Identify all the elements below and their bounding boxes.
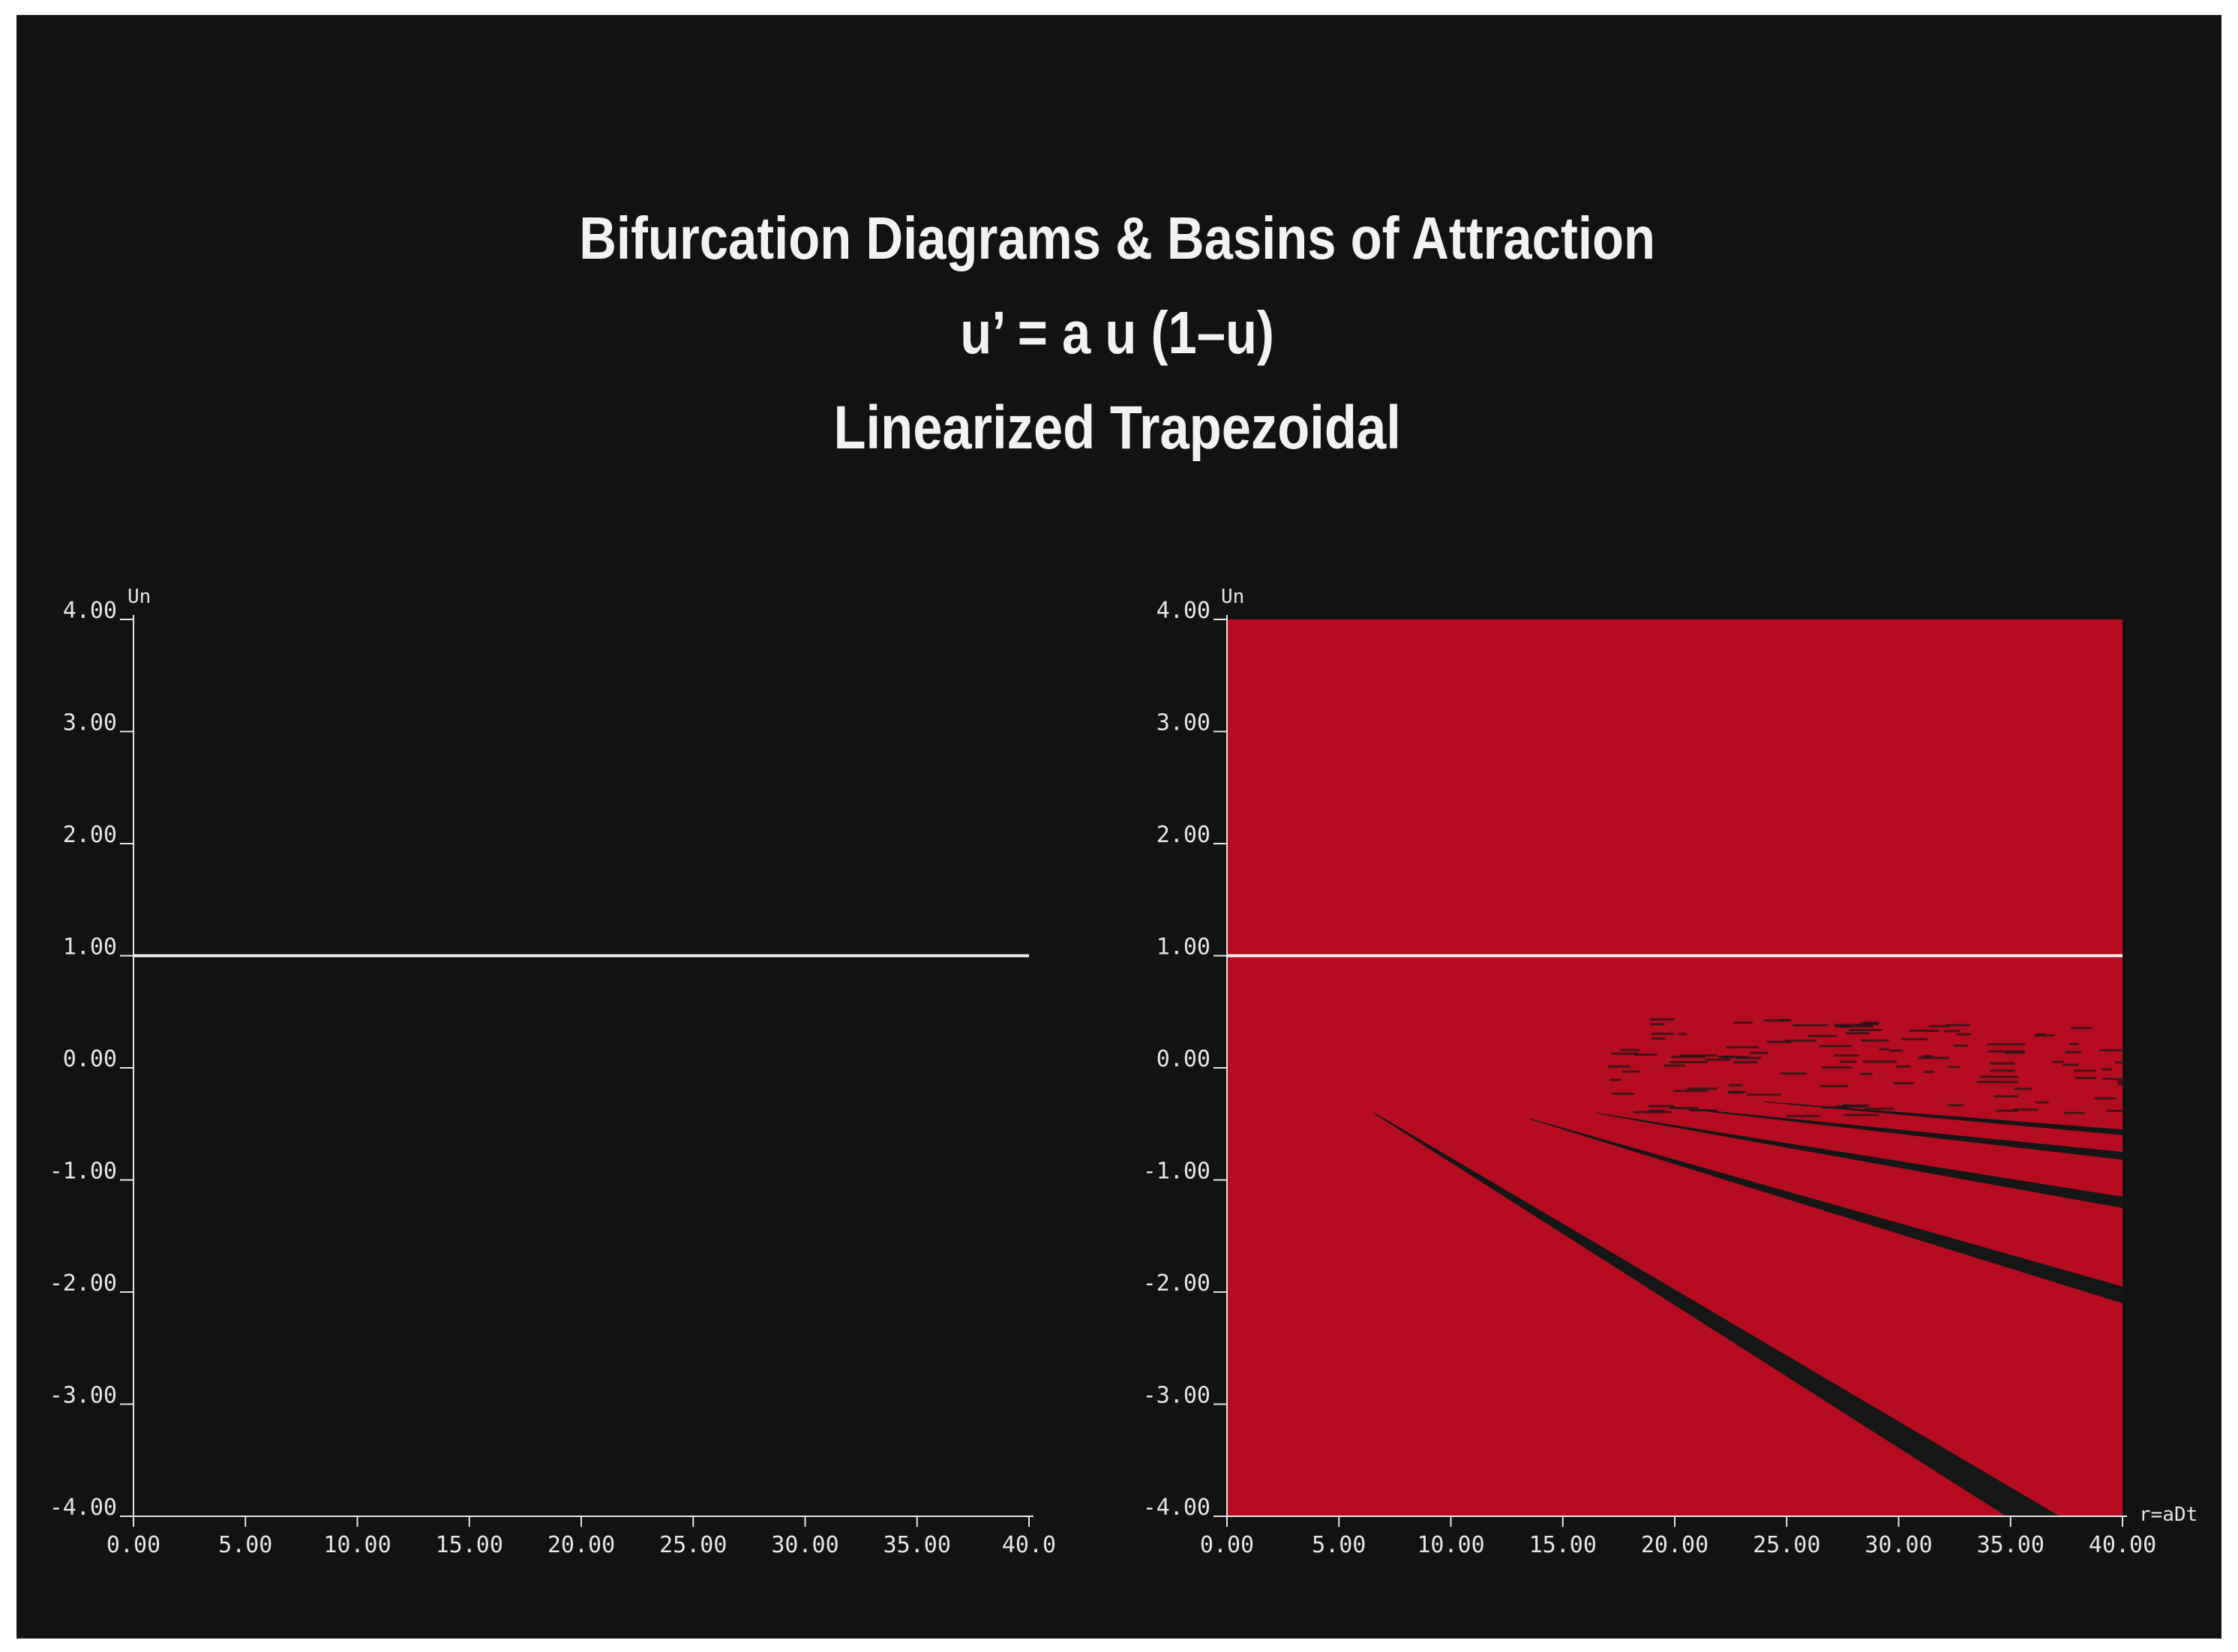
x-tick-label: 15.00: [1529, 1532, 1597, 1558]
x-tick-label: 5.00: [1312, 1532, 1366, 1558]
y-tick-label: 3.00: [63, 710, 117, 736]
y-tick-label: -3.00: [1143, 1383, 1210, 1409]
basins-of-attraction-panel: 4.00 3.00 2.00 1.00 0.00 -1.00 -2.00 -3.00 -4.00…: [1143, 586, 2198, 1558]
y-tick-label: 2.00: [1156, 822, 1210, 848]
x-tick-label: 30.00: [1864, 1532, 1932, 1558]
x-tick-label: 25.00: [1753, 1532, 1820, 1558]
x-tick-label: 35.00: [884, 1532, 951, 1558]
x-tick-label: 35.00: [1977, 1532, 2044, 1558]
y-tick-label: -4.00: [1143, 1495, 1210, 1521]
y-tick-label: 3.00: [1156, 710, 1210, 736]
y-axis-label: Un: [1221, 586, 1244, 608]
y-tick-label: 1.00: [1156, 934, 1210, 961]
y-tick-label: -3.00: [50, 1383, 117, 1409]
x-tick-label: 30.00: [771, 1532, 838, 1558]
non-basin-band: [1596, 1112, 2122, 1208]
bifurcation-diagram-panel: 4.00 3.00 2.00 1.00 0.00 -1.00 -2.00 -3.00 -4.00…: [50, 586, 1056, 1558]
y-tick-label: -2.00: [50, 1270, 117, 1297]
x-tick-label: 40.0: [1002, 1532, 1056, 1558]
x-tick-label: 10.00: [1417, 1532, 1484, 1558]
x-tick-label: 25.00: [659, 1532, 727, 1558]
y-tick-label: 1.00: [63, 934, 117, 961]
y-tick-label: -1.00: [1143, 1159, 1210, 1185]
non-basin-band: [1675, 1107, 2122, 1160]
x-tick-label: 5.00: [218, 1532, 272, 1558]
method-subtitle: Linearized Trapezoidal: [833, 394, 1401, 462]
non-basin-band: [1528, 1118, 2122, 1303]
equation-subtitle: u’ = a u (1–u): [960, 299, 1274, 366]
y-tick-label: -4.00: [50, 1495, 117, 1521]
x-tick-label: 10.00: [323, 1532, 391, 1558]
y-tick-label: 0.00: [1156, 1046, 1210, 1072]
y-tick-label: -2.00: [1143, 1270, 1210, 1297]
y-tick-label: 4.00: [63, 598, 117, 624]
y-tick-label: 4.00: [1156, 598, 1210, 624]
x-tick-label: 20.00: [548, 1532, 615, 1558]
non-basin-band: [1764, 1101, 2122, 1135]
y-axis-label: Un: [128, 586, 151, 608]
x-tick-label: 20.00: [1641, 1532, 1708, 1558]
y-tick-label: -1.00: [50, 1159, 117, 1185]
x-tick-label: 0.00: [106, 1532, 160, 1558]
basin-region: [1227, 619, 2122, 1516]
chart-title: Bifurcation Diagrams & Basins of Attract…: [579, 205, 1656, 271]
y-tick-label: 0.00: [63, 1046, 117, 1072]
x-tick-label: 40.00: [2089, 1532, 2156, 1558]
x-axis-label: r=aDt: [2139, 1504, 2198, 1526]
non-basin-band: [1372, 1112, 2060, 1516]
y-tick-label: 2.00: [63, 822, 117, 848]
x-tick-label: 0.00: [1200, 1532, 1254, 1558]
x-tick-label: 15.00: [436, 1532, 503, 1558]
